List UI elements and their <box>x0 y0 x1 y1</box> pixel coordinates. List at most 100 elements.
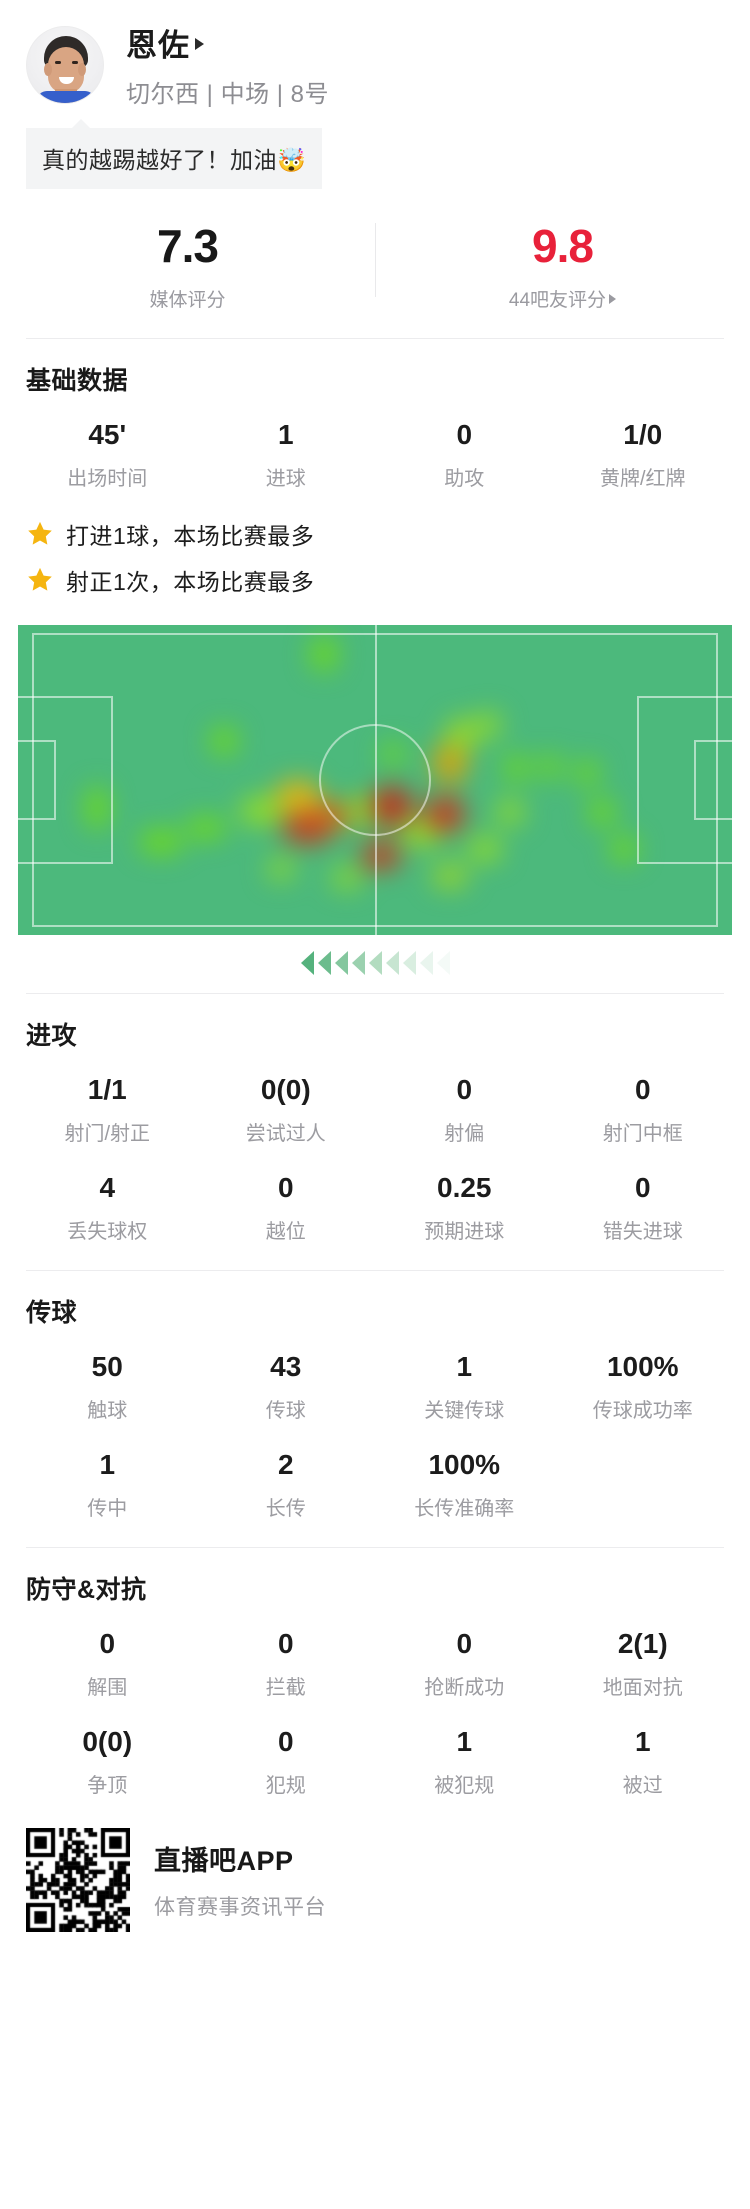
penalty-box-left <box>18 696 113 864</box>
chevron-left-icon <box>402 951 416 975</box>
stat-value: 1 <box>456 1351 473 1382</box>
stat-cell: 2(1) 地面对抗 <box>554 1628 733 1700</box>
stat-value: 0 <box>456 1074 473 1105</box>
stats-row: 0 解围 0 拦截 0 抢断成功 2(1) 地面对抗 <box>0 1606 750 1700</box>
star-icon <box>28 567 52 591</box>
chevron-right-icon[interactable] <box>195 38 204 50</box>
stat-cell: 0(0) 争顶 <box>18 1726 197 1798</box>
heatmap-section <box>0 609 750 975</box>
stat-value: 0.25 <box>437 1172 492 1203</box>
stat-cell: 0 射门中框 <box>554 1074 733 1146</box>
stat-cell: 1/1 射门/射正 <box>18 1074 197 1146</box>
pitch-heatmap[interactable] <box>18 625 732 935</box>
stat-cell: 0(0) 尝试过人 <box>197 1074 376 1146</box>
stat-label: 关键传球 <box>424 1400 505 1422</box>
stat-label: 黄牌/红牌 <box>599 468 686 490</box>
attack-direction-arrows <box>18 935 732 975</box>
stat-label: 触球 <box>87 1400 128 1422</box>
stats-row: 1/1 射门/射正 0(0) 尝试过人 0 射偏 0 射门中框 <box>0 1052 750 1146</box>
stat-value: 100% <box>606 1351 679 1382</box>
stat-label: 助攻 <box>444 468 485 490</box>
stat-cell-empty <box>554 1449 733 1521</box>
highlights: 打进1球，本场比赛最多 射正1次，本场比赛最多 <box>0 491 750 597</box>
comment-bubble-wrap: 真的越踢越好了！加油🤯 <box>0 119 750 189</box>
stat-label: 长传准确率 <box>414 1498 515 1520</box>
stat-value: 0 <box>277 1628 294 1659</box>
exploding-head-emoji: 🤯 <box>277 147 307 173</box>
stat-value: 0(0) <box>260 1074 311 1105</box>
stat-value: 0(0) <box>82 1726 133 1757</box>
ratings-divider <box>375 223 376 297</box>
section-title-defense: 防守&对抗 <box>26 1576 147 1604</box>
chevron-left-icon <box>300 951 314 975</box>
fan-rating-value: 9.8 <box>532 220 594 272</box>
chevron-left-icon <box>385 951 399 975</box>
stat-value: 1/1 <box>87 1074 127 1105</box>
chevron-right-icon[interactable] <box>609 293 617 304</box>
stat-cell: 1 被过 <box>554 1726 733 1798</box>
highlight-item: 射正1次，本场比赛最多 <box>26 563 724 597</box>
stats-row: 50 触球 43 传球 1 关键传球 100% 传球成功率 <box>0 1329 750 1423</box>
fan-rating[interactable]: 9.8 44吧友评分 <box>375 219 750 312</box>
stat-value: 1/0 <box>623 419 663 450</box>
stat-label: 抢断成功 <box>424 1677 505 1699</box>
stat-label: 地面对抗 <box>602 1677 683 1699</box>
qr-code[interactable] <box>26 1828 130 1932</box>
fan-rating-label-text: 44吧友评分 <box>508 290 607 311</box>
stat-cell: 0 射偏 <box>375 1074 554 1146</box>
stat-value: 45' <box>88 419 127 450</box>
stat-value: 43 <box>270 1351 302 1382</box>
avatar-mouth <box>59 76 74 84</box>
section-title-passing: 传球 <box>26 1299 78 1327</box>
stat-label: 射门中框 <box>602 1123 683 1145</box>
comment-text: 真的越踢越好了！加油 <box>42 147 277 173</box>
center-circle <box>319 724 431 836</box>
stat-value: 0 <box>277 1726 294 1757</box>
media-rating-label-text: 媒体评分 <box>149 290 226 311</box>
avatar-shirt <box>37 90 95 103</box>
stat-value: 1 <box>277 419 294 450</box>
stat-label: 射偏 <box>444 1123 485 1145</box>
stat-cell: 0 错失进球 <box>554 1172 733 1244</box>
goal-box-left <box>18 739 56 821</box>
stat-cell: 50 触球 <box>18 1351 197 1423</box>
star-icon <box>28 521 52 545</box>
stat-value: 0 <box>634 1074 651 1105</box>
stat-cell: 43 传球 <box>197 1351 376 1423</box>
media-rating-label: 媒体评分 <box>0 285 375 312</box>
penalty-box-right <box>637 696 732 864</box>
stats-row: 4 丢失球权 0 越位 0.25 预期进球 0 错失进球 <box>0 1146 750 1270</box>
stat-value: 1 <box>456 1726 473 1757</box>
stat-label: 错失进球 <box>602 1221 683 1243</box>
avatar-eye-right <box>72 60 78 64</box>
stat-label: 解围 <box>87 1677 128 1699</box>
avatar-ear-left <box>44 62 52 76</box>
stat-label: 争顶 <box>87 1775 128 1797</box>
stat-value: 1 <box>634 1726 651 1757</box>
stats-row: 0(0) 争顶 0 犯规 1 被犯规 1 被过 <box>0 1700 750 1798</box>
stat-value: 0 <box>634 1172 651 1203</box>
ratings-row: 7.3 媒体评分 9.8 44吧友评分 <box>0 219 750 312</box>
chevron-left-icon <box>436 951 450 975</box>
stat-cell: 1 被犯规 <box>375 1726 554 1798</box>
avatar-eye-left <box>55 60 61 64</box>
avatar[interactable] <box>26 25 104 104</box>
player-name: 恩佐 <box>126 28 190 63</box>
stat-cell: 0 抢断成功 <box>375 1628 554 1700</box>
player-name-row[interactable]: 恩佐 <box>126 20 329 65</box>
stat-value: 1 <box>99 1449 116 1480</box>
app-name: 直播吧APP <box>154 1846 294 1876</box>
app-tagline: 体育赛事资讯平台 <box>154 1896 326 1919</box>
stat-value: 2(1) <box>617 1628 668 1659</box>
comment-bubble[interactable]: 真的越踢越好了！加油🤯 <box>26 119 323 189</box>
stat-label: 传中 <box>87 1498 128 1520</box>
stat-cell: 1 关键传球 <box>375 1351 554 1423</box>
stat-value: 100% <box>428 1449 501 1480</box>
stat-label: 拦截 <box>265 1677 306 1699</box>
stat-cell: 100% 长传准确率 <box>375 1449 554 1521</box>
stat-cell: 0 助攻 <box>375 419 554 491</box>
stat-label: 预期进球 <box>424 1221 505 1243</box>
stat-label: 被过 <box>622 1775 663 1797</box>
stat-label: 进球 <box>265 468 306 490</box>
stat-cell: 0 犯规 <box>197 1726 376 1798</box>
